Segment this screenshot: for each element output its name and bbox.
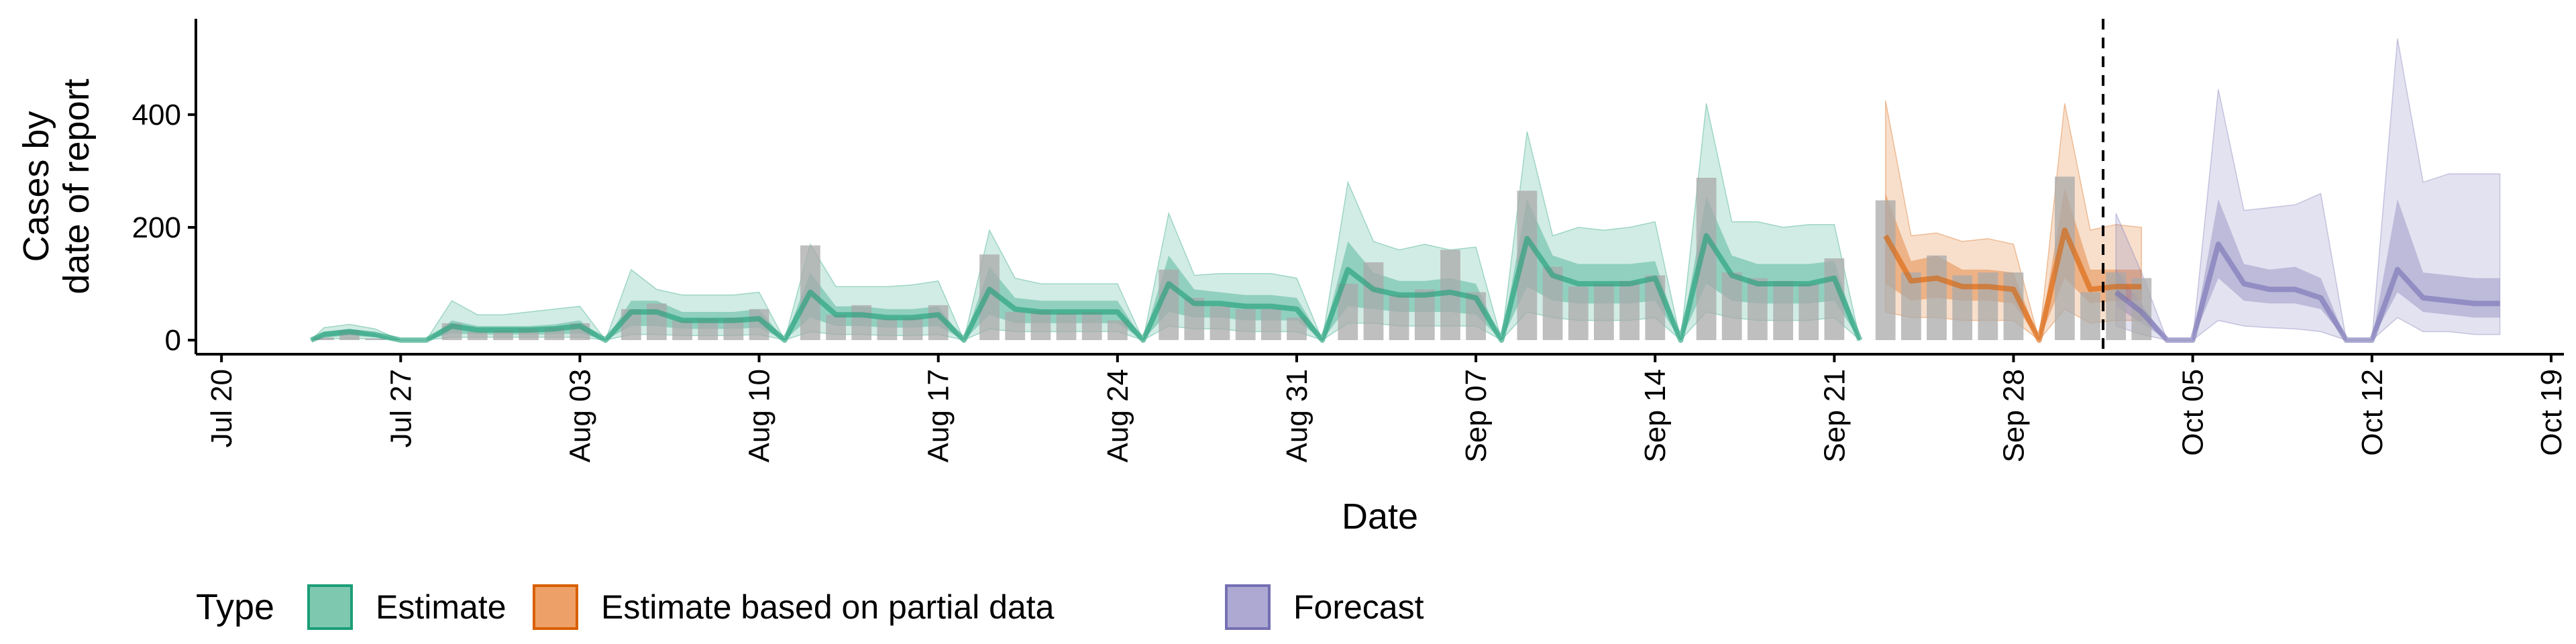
reported-case-bar (1721, 272, 1742, 340)
y-axis-title: Cases by date of report (16, 78, 97, 294)
x-tick-label: Sep 14 (1639, 369, 1672, 462)
y-tick-label: 200 (132, 211, 181, 244)
x-tick-label: Sep 21 (1818, 369, 1851, 462)
reported-case-bar (1875, 200, 1896, 340)
reported-case-bar (1568, 286, 1589, 340)
legend-label: Estimate (376, 588, 506, 626)
reported-case-bar (1619, 280, 1640, 340)
reported-case-bar (1260, 309, 1281, 340)
reported-case-bar (1748, 278, 1768, 340)
estimate-median-line (310, 233, 1863, 343)
forecast-50-band (2116, 199, 2500, 340)
x-tick-label: Sep 07 (1460, 369, 1493, 462)
reported-case-bar (1210, 306, 1230, 340)
reported-case-bar (365, 338, 386, 340)
reported-case-bars (313, 176, 2152, 340)
y-tick-label: 0 (165, 324, 181, 357)
reported-case-bar (877, 319, 898, 340)
reported-case-bar (1773, 280, 1793, 340)
reported-case-bar (1108, 320, 1128, 340)
reported-case-bar (1389, 294, 1409, 340)
reported-case-bar (313, 337, 334, 340)
legend-label: Forecast (1293, 588, 1424, 626)
reported-case-bar (826, 315, 846, 340)
reported-case-bar (1056, 313, 1077, 340)
x-tick-label: Aug 24 (1102, 369, 1134, 462)
legend-swatch (1225, 584, 1271, 630)
legend-swatch (533, 584, 578, 630)
y-axis-title-line: Cases by (16, 111, 56, 262)
x-tick-label: Jul 20 (205, 369, 238, 447)
legend-label: Estimate based on partial data (601, 588, 1055, 626)
reported-case-bar (1030, 311, 1051, 340)
x-tick-label: Oct 19 (2535, 369, 2568, 456)
x-tick-label: Oct 05 (2177, 369, 2210, 456)
x-tick-label: Sep 28 (1998, 369, 2031, 462)
reported-case-bar (1081, 312, 1102, 340)
reported-case-bar (902, 317, 923, 340)
reported-case-bar (851, 305, 872, 340)
reported-case-bar (1005, 312, 1026, 340)
reported-case-bar (1645, 275, 1666, 340)
median-lines (310, 227, 2500, 343)
x-tick-label: Oct 12 (2356, 369, 2389, 456)
legend-title: Type (196, 587, 274, 627)
reported-case-bar (2080, 292, 2100, 340)
reported-case-bar (1799, 284, 1819, 340)
reported-case-bar (1235, 309, 1256, 340)
x-tick-label: Aug 31 (1281, 369, 1313, 462)
reported-case-bar (1978, 272, 1998, 340)
y-axis-title-line: date of report (56, 78, 97, 294)
legend-swatch (307, 584, 353, 630)
axes: 0 200 400 Jul 20 Jul 27 Aug 03 Aug 10 Aug 17 Aug… (132, 19, 2568, 462)
reported-case-bar (467, 331, 488, 340)
x-tick-label: Aug 17 (922, 369, 955, 462)
y-tick-label: 400 (132, 99, 181, 131)
reported-case-bar (2106, 272, 2127, 340)
x-tick-label: Aug 10 (743, 369, 776, 462)
legend: Type Estimate Estimate based on partial da… (196, 584, 1424, 630)
reported-case-bar (672, 320, 692, 340)
x-tick-label: Aug 03 (564, 369, 596, 462)
forecast-median-line (2114, 241, 2500, 343)
reported-case-bar (1363, 262, 1384, 340)
partial-estimate-median-line (1883, 227, 2142, 343)
x-axis-title: Date (1342, 496, 1418, 537)
reported-case-bar (1414, 289, 1435, 340)
reported-case-bar (1901, 272, 1921, 340)
reported-case-bar (1927, 255, 1947, 340)
x-tick-label: Jul 27 (384, 369, 417, 447)
reported-case-bar (647, 303, 667, 340)
reported-case-bar (1594, 284, 1614, 340)
